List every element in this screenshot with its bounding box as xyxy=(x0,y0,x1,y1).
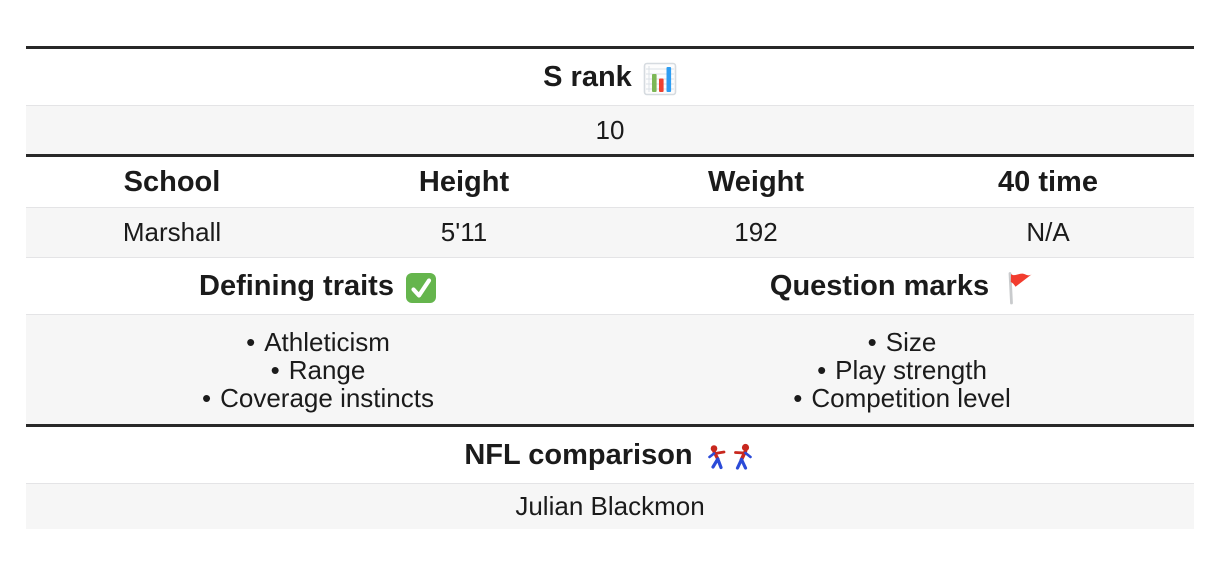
trait-text: Coverage instincts xyxy=(220,382,434,413)
nfl-comparison-title-text: NFL comparison xyxy=(464,438,693,471)
nfl-comparison-title: NFL comparison xyxy=(464,439,755,472)
bullet-glyph: • xyxy=(246,326,256,357)
nfl-comparison-value-row: Julian Blackmon xyxy=(26,483,1194,529)
question-marks-header-cell: Question marks xyxy=(610,267,1194,306)
bullet-glyph: • xyxy=(202,382,212,413)
bullet-glyph: • xyxy=(867,326,877,357)
defining-traits-title-text: Defining traits xyxy=(199,269,394,302)
question-marks-title-text: Question marks xyxy=(769,269,990,302)
trait-text: Athleticism xyxy=(264,326,390,357)
measurables-value-row: Marshall 5'11 192 N/A xyxy=(26,207,1194,257)
rank-title-text: S rank xyxy=(543,60,632,93)
red-flag-icon xyxy=(1008,271,1032,304)
weight-value: 192 xyxy=(734,217,778,247)
defining-traits-header-cell: Defining traits xyxy=(26,269,610,304)
question-text: Play strength xyxy=(835,354,987,385)
rank-header-row: S rank xyxy=(26,46,1194,105)
defining-traits-list: • Athleticism • Range • Coverage instincts xyxy=(26,328,610,412)
rank-value: 10 xyxy=(595,114,625,145)
trait-item: • Athleticism xyxy=(246,328,390,356)
height-value: 5'11 xyxy=(440,217,488,247)
question-text: Size xyxy=(885,326,937,357)
column-header-40time: 40 time xyxy=(998,165,1098,198)
trait-text: Range xyxy=(288,354,366,385)
bullet-glyph: • xyxy=(817,354,827,385)
check-mark-icon xyxy=(405,272,436,303)
question-marks-list: • Size • Play strength • Competition level xyxy=(610,328,1194,412)
nfl-comparison-header-row: NFL comparison xyxy=(26,424,1194,483)
trait-item: • Coverage instincts xyxy=(202,384,434,412)
question-item: • Competition level xyxy=(793,384,1011,412)
defining-traits-title: Defining traits xyxy=(199,269,437,304)
measurables-header-row: School Height Weight 40 time xyxy=(26,154,1194,207)
question-text: Competition level xyxy=(811,382,1011,413)
school-value: Marshall xyxy=(122,217,222,247)
traits-header-row: Defining traits Question marks xyxy=(26,257,1194,314)
bullet-glyph: • xyxy=(793,382,803,413)
40time-value: N/A xyxy=(1026,217,1070,247)
spiderman-pointing-icon xyxy=(707,443,752,470)
column-header-weight: Weight xyxy=(707,165,805,198)
bullet-glyph: • xyxy=(270,354,280,385)
column-header-height: Height xyxy=(418,165,510,198)
column-header-school: School xyxy=(123,165,221,198)
rank-title: S rank xyxy=(543,59,677,96)
traits-list-row: • Athleticism • Range • Coverage instincts … xyxy=(26,314,1194,424)
nfl-comparison-value: Julian Blackmon xyxy=(515,491,705,521)
trait-item: • Range xyxy=(271,356,366,384)
question-item: • Play strength xyxy=(817,356,987,384)
question-marks-title: Question marks xyxy=(770,267,1034,306)
bar-chart-icon xyxy=(643,62,677,95)
prospect-profile-table: S rank 10 School Height Weight 40 time M xyxy=(26,46,1194,529)
question-item: • Size xyxy=(868,328,937,356)
rank-value-row: 10 xyxy=(26,105,1194,154)
